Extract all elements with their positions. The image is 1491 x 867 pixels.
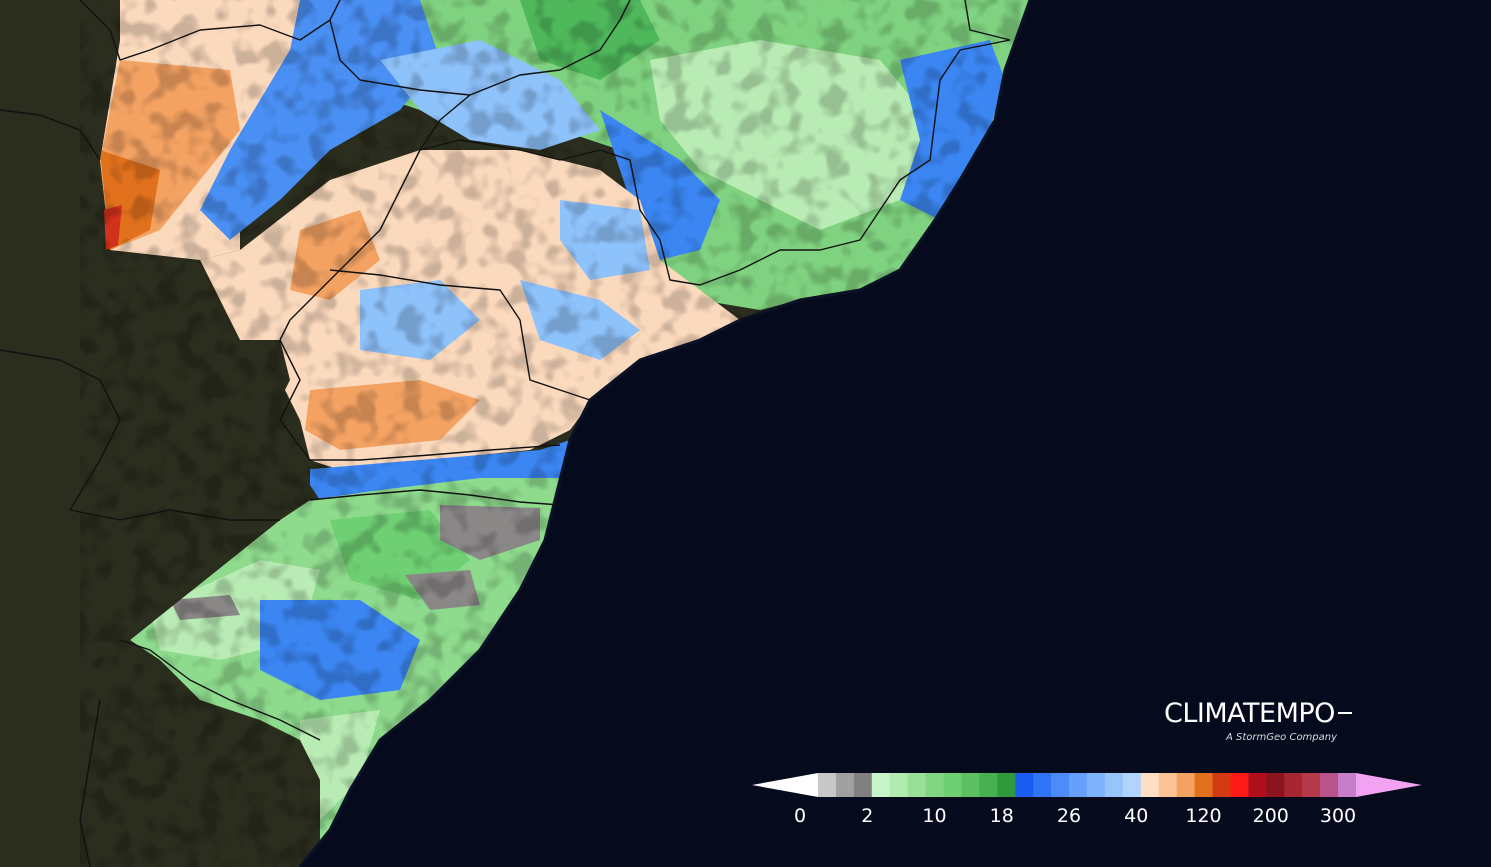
legend-tick-label: 18: [989, 805, 1014, 827]
legend-tick-label: 300: [1319, 805, 1357, 827]
legend-swatch: [1122, 773, 1142, 797]
precipitation-legend: 0 2 10 18 26 40 120 200 300: [752, 771, 1422, 831]
legend-swatch: [1158, 773, 1178, 797]
legend-swatch: [1320, 773, 1339, 797]
legend-arrow-max: [1356, 773, 1422, 797]
brand-swoosh-icon: [1338, 712, 1352, 714]
legend-tick-label: 120: [1185, 805, 1222, 827]
brand-name: CLIMATEMPO: [1164, 698, 1335, 729]
state-borders: [0, 0, 1011, 867]
ocean-area: [300, 0, 1491, 867]
legend-swatch: [1338, 773, 1357, 797]
legend-swatch: [1176, 773, 1196, 797]
legend-swatch: [979, 773, 998, 797]
legend-tick-label: 0: [793, 805, 807, 827]
legend-swatch: [997, 773, 1016, 797]
legend-tick-label: 40: [1124, 805, 1149, 827]
brand-subtitle: A StormGeo Company: [1226, 732, 1338, 743]
legend-swatch: [1194, 773, 1214, 797]
legend-swatch: [907, 773, 927, 797]
precipitation-field: [80, 0, 1030, 867]
legend-swatch: [1284, 773, 1303, 797]
legend-tick-label: 2: [861, 805, 874, 827]
legend-swatch: [1248, 773, 1267, 797]
legend-swatch: [889, 773, 909, 797]
legend-swatch: [943, 773, 962, 797]
legend-swatch: [1140, 773, 1160, 797]
legend-colorbar: [752, 773, 1422, 797]
legend-swatch: [871, 773, 891, 797]
legend-swatch: [1266, 773, 1285, 797]
legend-swatch: [1051, 773, 1070, 797]
legend-swatch: [1230, 773, 1249, 797]
legend-swatch: [1302, 773, 1321, 797]
legend-swatch: [835, 773, 855, 797]
legend-swatch: [961, 773, 980, 797]
legend-swatch: [1015, 773, 1034, 797]
legend-swatch: [1069, 773, 1088, 797]
legend-swatch: [1212, 773, 1231, 797]
legend-swatch: [1087, 773, 1106, 797]
coastline: [298, 0, 1032, 867]
legend-tick-label: 10: [922, 805, 947, 827]
legend-swatch: [818, 773, 837, 797]
legend-tick-label: 200: [1252, 805, 1289, 827]
legend-tick-label: 26: [1056, 805, 1082, 827]
legend-swatch: [1104, 773, 1124, 797]
legend-arrow-min: [752, 773, 818, 797]
legend-swatch: [853, 773, 873, 797]
legend-swatch: [925, 773, 945, 797]
legend-swatch: [1033, 773, 1052, 797]
